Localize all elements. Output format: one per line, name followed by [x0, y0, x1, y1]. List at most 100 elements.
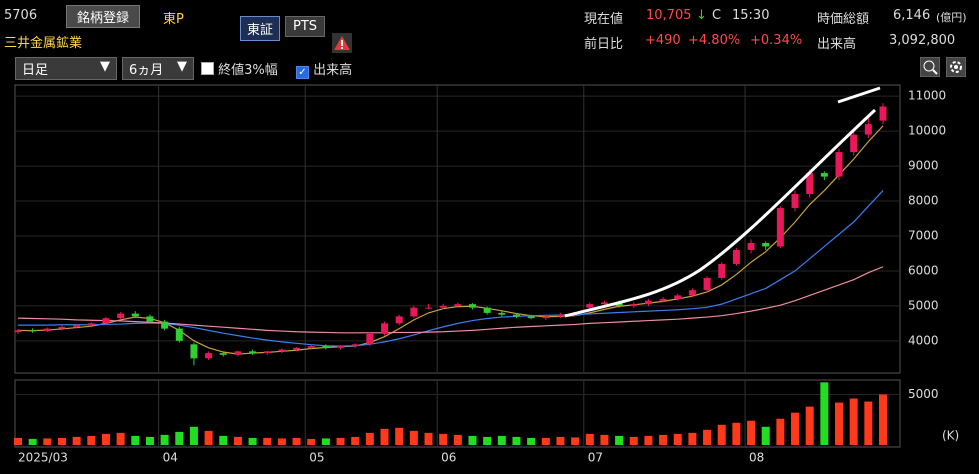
candle-body	[337, 346, 345, 348]
tab[interactable]: 東証	[240, 16, 281, 41]
candle-body	[263, 351, 271, 354]
checkbox[interactable]: 終値3%幅	[201, 59, 278, 78]
candle-body	[688, 290, 696, 296]
candle-body	[850, 134, 858, 153]
candle-body	[703, 277, 711, 291]
volume-bar	[219, 435, 228, 445]
y-tick-label: 9000	[908, 159, 939, 173]
candle-body	[835, 152, 843, 177]
checkbox[interactable]: ✓ 出来高	[296, 59, 352, 79]
volume-bar	[659, 434, 668, 445]
volume-bar	[28, 438, 37, 445]
candle-body	[659, 298, 667, 301]
volume-bar	[365, 432, 374, 445]
volume-bar	[336, 437, 345, 445]
register-button[interactable]: 銘柄登録	[66, 5, 141, 28]
annotation-arrow	[564, 86, 881, 318]
settings-button[interactable]	[946, 57, 966, 77]
volume-bar	[131, 435, 140, 445]
candle-body	[747, 242, 755, 250]
volume-bar	[835, 402, 844, 445]
volume-bar	[600, 434, 609, 445]
x-tick-label: 05	[309, 451, 324, 465]
candle-body	[806, 173, 814, 195]
volume-bar	[512, 436, 521, 445]
label: 出来高	[817, 37, 857, 52]
candle-body	[879, 106, 887, 121]
volume-bar	[805, 406, 814, 445]
candle-body	[483, 307, 491, 313]
volume-bar	[145, 436, 154, 445]
candle-body	[43, 328, 51, 332]
zoom-button[interactable]	[920, 57, 940, 77]
y-axis-label: (K)	[942, 429, 959, 443]
tab[interactable]: PTS	[285, 16, 326, 37]
candle-body	[498, 312, 506, 315]
change-pct: +4.80%	[688, 33, 741, 48]
candle-body	[14, 330, 22, 333]
volume-bar	[116, 432, 125, 445]
candle-body	[630, 304, 638, 306]
volume-bar	[453, 434, 462, 445]
volume-bar	[292, 437, 301, 445]
candle-body	[278, 349, 286, 352]
checkbox-label: 出来高	[313, 63, 353, 78]
volume-bar	[321, 438, 330, 445]
x-tick-label: 08	[749, 451, 764, 465]
volume-bar	[248, 437, 257, 445]
volume-bar	[717, 424, 726, 445]
warning-icon[interactable]	[332, 33, 352, 53]
market-cap: 6,146	[893, 8, 931, 23]
volume-bar	[879, 394, 887, 445]
candle-body	[600, 302, 608, 305]
market: 東P	[163, 12, 184, 27]
volume-bar	[277, 438, 286, 445]
unit: (億円)	[936, 11, 967, 24]
candle-body	[381, 323, 389, 334]
volume-bar	[263, 437, 272, 445]
candle-body	[146, 316, 154, 322]
candle-body	[293, 347, 301, 350]
price-flag: C	[712, 8, 722, 23]
x-tick-label: 2025/03	[18, 451, 68, 465]
volume-bar	[761, 426, 770, 445]
volume-bar	[395, 427, 404, 445]
volume-bar	[541, 437, 550, 445]
x-tick-label: 06	[441, 451, 456, 465]
candle-body	[454, 304, 462, 306]
volume-bar	[673, 433, 682, 445]
candle-body	[468, 304, 476, 308]
select-text: 6ヵ月	[129, 63, 164, 78]
period-select[interactable]: 日足 ▼	[15, 57, 117, 80]
volume-bar	[160, 434, 169, 445]
x-tick-label: 04	[163, 451, 178, 465]
change-pct2: +0.34%	[750, 33, 803, 48]
volume-bar	[497, 435, 506, 445]
volume-bar	[87, 435, 96, 445]
volume-bar	[175, 431, 184, 445]
label: 時価総額	[817, 12, 870, 27]
volume-bar	[849, 398, 858, 445]
candle-body	[425, 307, 433, 309]
candle-body	[732, 249, 740, 264]
candle-body	[644, 300, 652, 305]
candle-body	[439, 305, 447, 308]
y-tick-label: 5000	[908, 298, 939, 312]
volume-bar	[732, 422, 741, 445]
stock-name: 三井金属鉱業	[4, 36, 83, 51]
volume-bar	[556, 436, 565, 445]
range-select[interactable]: 6ヵ月 ▼	[122, 57, 194, 80]
candle-body	[776, 208, 784, 247]
y-tick-label: 10000	[908, 124, 946, 138]
volume-bar	[688, 432, 697, 445]
volume-bar	[571, 437, 580, 445]
volume-bar	[468, 435, 477, 445]
label: 前日比	[584, 37, 624, 52]
volume-bar	[424, 432, 433, 445]
y-tick-label: 4000	[908, 333, 939, 347]
volume-frame	[14, 379, 901, 448]
select-text: 日足	[22, 63, 49, 78]
candle-body	[366, 333, 374, 345]
volume-bar	[615, 435, 624, 445]
